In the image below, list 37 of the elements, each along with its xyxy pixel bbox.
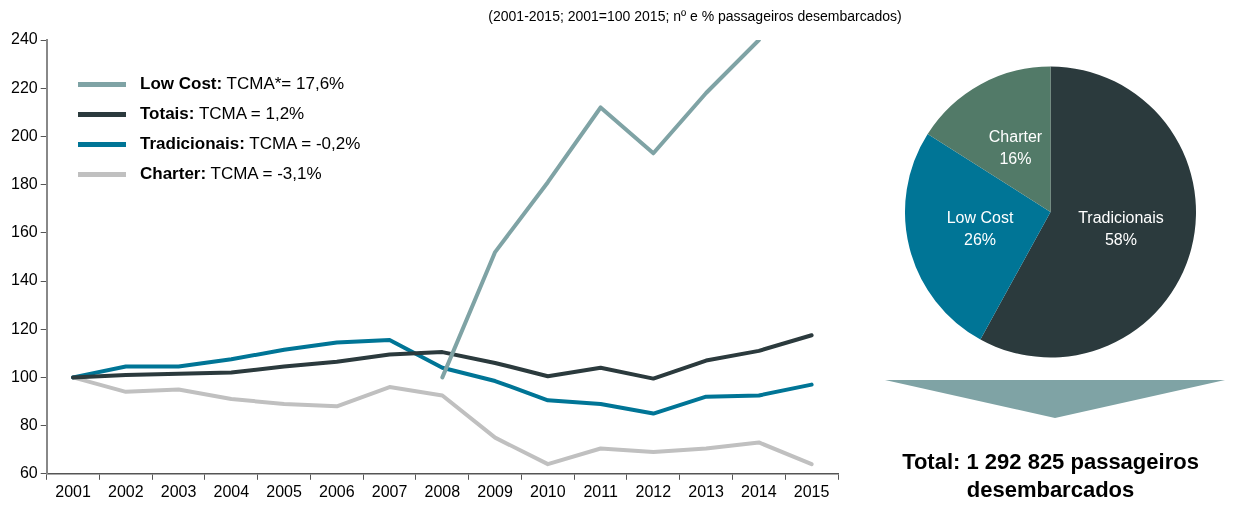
y-tick-label: 80 — [19, 416, 38, 434]
y-tick-label: 160 — [10, 223, 38, 241]
x-tick-label: 2003 — [160, 482, 197, 500]
x-tick-label: 2004 — [213, 482, 250, 500]
y-tick-label: 120 — [10, 319, 38, 337]
x-tick-label: 2007 — [371, 482, 408, 500]
slice-label: Low Cost — [946, 209, 1014, 227]
x-tick-label: 2008 — [424, 482, 461, 500]
slice-label: Charter — [988, 127, 1043, 145]
y-tick-label: 200 — [10, 126, 38, 144]
x-tick-label: 2002 — [108, 482, 144, 500]
text: Total: 1 292 825 passageiros desembarcados — [901, 448, 1200, 504]
x-tick-label: 2006 — [319, 482, 355, 500]
y-tick-label: 180 — [10, 175, 38, 193]
data-label: 16% — [999, 149, 1032, 167]
x-tick-label: 2012 — [635, 482, 672, 500]
legend-label: Totais: TCMA = 1,2% — [140, 104, 305, 124]
chart-title: (2001-2015; 2001=100 2015; nº e % passageiros desembarcados) — [487, 8, 903, 24]
y-tick-label: 220 — [10, 78, 38, 96]
data-label: 26% — [964, 231, 997, 249]
x-tick-label: 2009 — [477, 482, 513, 500]
y-tick-label: 100 — [10, 367, 38, 385]
y-tick-label: 240 — [10, 30, 38, 48]
x-tick-label: 2001 — [55, 482, 91, 500]
legend-label: Charter: TCMA = -3,1% — [140, 164, 322, 184]
y-tick-label: 60 — [19, 464, 38, 482]
legend-label: Tradicionais: TCMA = -0,2% — [140, 134, 361, 154]
legend-label: Low Cost: TCMA*= 17,6% — [140, 74, 345, 94]
slice-label: Tradicionais — [1078, 209, 1164, 227]
x-tick-label: 2014 — [741, 482, 777, 500]
x-tick-label: 2013 — [688, 482, 725, 500]
x-tick-label: 2010 — [530, 482, 566, 500]
x-tick-label: 2005 — [266, 482, 302, 500]
x-tick-label: 2015 — [793, 482, 830, 500]
y-tick-label: 140 — [10, 271, 38, 289]
data-label: 58% — [1104, 231, 1137, 249]
x-tick-label: 2011 — [583, 482, 618, 500]
